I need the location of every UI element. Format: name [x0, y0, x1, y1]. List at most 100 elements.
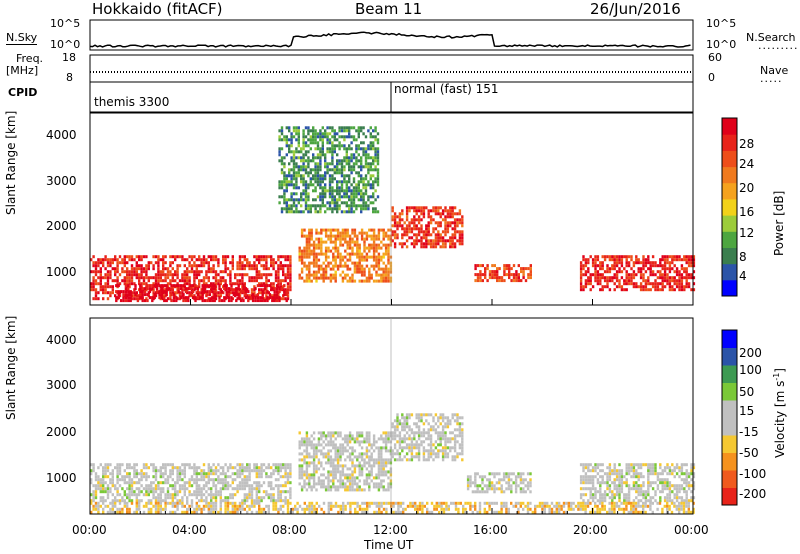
echo-cell: [671, 285, 674, 289]
echo-cell: [334, 485, 337, 489]
echo-cell: [243, 267, 246, 271]
echo-cell: [319, 198, 322, 202]
echo-cell: [171, 487, 174, 491]
echo-cell: [317, 240, 321, 244]
echo-cell: [334, 240, 337, 244]
echo-cell: [478, 484, 482, 488]
echo-cell: [663, 466, 667, 470]
echo-cell: [147, 267, 150, 271]
echo-cell: [183, 481, 186, 485]
echo-cell: [393, 215, 397, 219]
echo-cell: [346, 467, 349, 471]
echo-cell: [212, 496, 215, 500]
echo-cell: [207, 493, 210, 497]
echo-cell: [172, 284, 176, 288]
echo-cell: [632, 270, 636, 274]
echo-cell: [355, 183, 358, 187]
echo-cell: [360, 488, 364, 492]
echo-cell: [324, 485, 328, 489]
echo-cell: [618, 481, 621, 485]
echo-cell: [367, 171, 370, 175]
echo-cell: [356, 234, 359, 238]
echo-cell: [678, 496, 681, 500]
echo-cell: [625, 261, 628, 265]
echo-cell: [182, 296, 185, 300]
echo-cell: [128, 490, 131, 494]
echo-cell: [368, 482, 371, 486]
echo-cell: [456, 416, 459, 420]
echo-cell: [118, 484, 122, 488]
echo-cell: [387, 476, 390, 480]
echo-cell: [446, 209, 450, 213]
echo-cell: [283, 198, 286, 202]
echo-cell: [280, 126, 284, 130]
echo-cell: [343, 195, 346, 199]
echo-cell: [365, 467, 369, 471]
echo-cell: [186, 279, 189, 283]
echo-cell: [415, 446, 418, 450]
echo-cell: [365, 431, 369, 435]
echo-cell: [398, 215, 402, 219]
echo-cell: [265, 466, 268, 470]
echo-cell: [279, 499, 282, 503]
echo-cell: [334, 273, 337, 277]
echo-cell: [671, 288, 674, 292]
echo-cell: [680, 285, 684, 289]
echo-cell: [441, 428, 445, 432]
echo-cell: [304, 204, 308, 208]
echo-cell: [328, 168, 332, 172]
echo-cell: [322, 279, 325, 283]
echo-cell: [668, 270, 672, 274]
echo-cell: [329, 228, 333, 232]
echo-cell: [307, 129, 310, 133]
echo-cell: [327, 449, 330, 453]
echo-cell: [410, 221, 414, 225]
echo-cell: [123, 499, 126, 503]
echo-cell: [398, 437, 402, 441]
echo-cell: [243, 258, 246, 262]
echo-cell: [300, 234, 304, 238]
echo-cell: [319, 174, 322, 178]
echo-cell: [355, 171, 358, 175]
echo-cell: [345, 183, 348, 187]
echo-cell: [410, 440, 414, 444]
echo-cell: [398, 218, 402, 222]
echo-cell: [135, 472, 138, 476]
echo-cell: [198, 264, 201, 268]
echo-cell: [104, 469, 107, 473]
echo-cell: [210, 270, 213, 274]
echo-cell: [456, 452, 459, 456]
echo-cell: [377, 464, 381, 468]
echo-cell: [393, 212, 397, 216]
echo-cell: [377, 458, 381, 462]
echo-cell: [350, 171, 353, 175]
echo-cell: [186, 270, 189, 274]
echo-cell: [651, 469, 655, 473]
echo-cell: [317, 252, 321, 256]
echo-cell: [615, 285, 619, 289]
echo-cell: [363, 273, 366, 277]
echo-cell: [198, 294, 201, 298]
echo-cell: [382, 446, 385, 450]
echo-cell: [317, 458, 321, 462]
echo-cell: [295, 207, 298, 211]
echo-cell: [415, 212, 418, 216]
echo-cell: [159, 472, 162, 476]
echo-cell: [606, 478, 609, 482]
echo-cell: [295, 204, 298, 208]
echo-cell: [647, 261, 650, 265]
echo-cell: [331, 150, 334, 154]
echo-cell: [415, 224, 418, 228]
echo-cell: [286, 297, 290, 301]
echo-cell: [118, 282, 122, 286]
echo-cell: [300, 485, 304, 489]
echo-cell: [139, 287, 142, 291]
echo-cell: [324, 228, 328, 232]
echo-cell: [336, 192, 339, 196]
echo-cell: [92, 285, 95, 289]
echo-cell: [425, 413, 428, 417]
echo-cell: [183, 490, 186, 494]
echo-cell: [451, 227, 454, 231]
echo-cell: [319, 186, 322, 190]
echo-cell: [611, 493, 614, 497]
